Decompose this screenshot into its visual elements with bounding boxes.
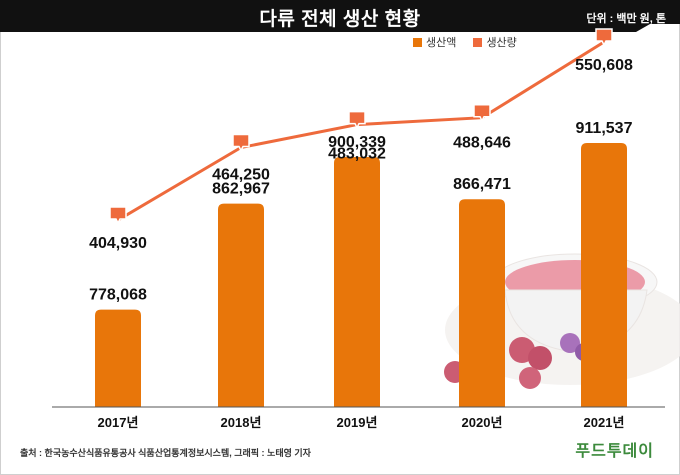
brand-logo: 푸드투데이 bbox=[575, 443, 654, 460]
title-bar: 다류 전체 생산 현황 단위 : 백만 원, 톤 bbox=[0, 0, 680, 32]
x-tick-label-3: 2020년 bbox=[462, 415, 503, 430]
legend-bar-label: 생산액 bbox=[426, 37, 457, 49]
legend-item-bar: 생산액 bbox=[413, 34, 456, 50]
bar-value-label-2: 900,339 bbox=[328, 134, 386, 151]
bar-3 bbox=[459, 199, 505, 407]
legend-item-line: 생산량 bbox=[473, 34, 517, 50]
bar-0 bbox=[95, 309, 141, 407]
title-banner bbox=[0, 0, 680, 32]
bar-value-label-3: 866,471 bbox=[453, 176, 511, 193]
line-point-1 bbox=[232, 133, 250, 153]
x-tick-label-0: 2017년 bbox=[98, 415, 139, 430]
line-value-label-0: 404,930 bbox=[89, 235, 147, 252]
unit-label: 단위 : 백만 원, 톤 bbox=[586, 13, 666, 25]
line-value-label-4: 550,608 bbox=[575, 57, 633, 74]
bar-value-label-0: 778,068 bbox=[89, 287, 147, 304]
bar-1 bbox=[218, 203, 264, 407]
line-point-0 bbox=[109, 206, 127, 225]
bar-value-label-4: 911,537 bbox=[576, 120, 633, 137]
line-point-3 bbox=[473, 103, 491, 123]
x-tick-label-4: 2021년 bbox=[584, 415, 625, 430]
line-point-2 bbox=[348, 110, 366, 130]
line-point-4 bbox=[595, 28, 613, 47]
bar-swatch-icon bbox=[413, 37, 422, 47]
source-text: 출처 : 한국농수산식품유통공사 식품산업통계정보시스템, 그래픽 : 노태영 … bbox=[20, 448, 311, 458]
legend-line-label: 생산량 bbox=[486, 37, 517, 49]
line-value-label-3: 488,646 bbox=[453, 135, 511, 152]
line-value-label-2: 483,032 bbox=[328, 146, 386, 163]
line-value-label-1: 464,250 bbox=[212, 167, 270, 184]
x-tick-label-1: 2018년 bbox=[221, 415, 262, 430]
line-swatch-icon bbox=[473, 37, 483, 47]
x-tick-label-2: 2019년 bbox=[337, 415, 378, 430]
bar-4 bbox=[581, 143, 627, 407]
page-title: 다류 전체 생산 현황 bbox=[259, 9, 421, 30]
legend: 생산액 생산량 bbox=[413, 34, 531, 50]
bar-value-label-1: 862,967 bbox=[212, 181, 270, 198]
bar-2 bbox=[334, 156, 380, 407]
